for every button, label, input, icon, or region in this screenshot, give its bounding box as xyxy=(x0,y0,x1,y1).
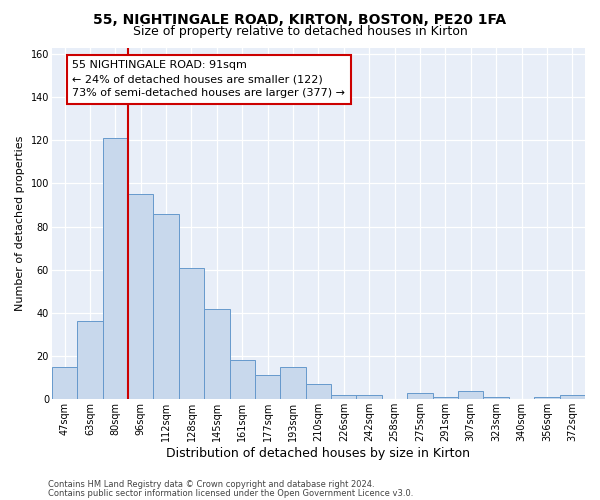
Text: Size of property relative to detached houses in Kirton: Size of property relative to detached ho… xyxy=(133,25,467,38)
Bar xyxy=(103,138,128,399)
Text: Contains HM Land Registry data © Crown copyright and database right 2024.: Contains HM Land Registry data © Crown c… xyxy=(48,480,374,489)
Bar xyxy=(458,390,484,399)
X-axis label: Distribution of detached houses by size in Kirton: Distribution of detached houses by size … xyxy=(166,447,470,460)
Y-axis label: Number of detached properties: Number of detached properties xyxy=(15,136,25,311)
Text: 55, NIGHTINGALE ROAD, KIRTON, BOSTON, PE20 1FA: 55, NIGHTINGALE ROAD, KIRTON, BOSTON, PE… xyxy=(94,12,506,26)
Bar xyxy=(179,268,204,399)
Bar xyxy=(484,397,509,399)
Bar xyxy=(255,376,280,399)
Bar xyxy=(534,397,560,399)
Bar xyxy=(280,367,306,399)
Text: 55 NIGHTINGALE ROAD: 91sqm
← 24% of detached houses are smaller (122)
73% of sem: 55 NIGHTINGALE ROAD: 91sqm ← 24% of deta… xyxy=(72,60,345,98)
Bar xyxy=(560,395,585,399)
Bar xyxy=(356,395,382,399)
Bar xyxy=(230,360,255,399)
Bar xyxy=(128,194,154,399)
Bar xyxy=(407,392,433,399)
Bar xyxy=(77,322,103,399)
Bar xyxy=(306,384,331,399)
Bar xyxy=(433,397,458,399)
Bar xyxy=(331,395,356,399)
Bar xyxy=(204,308,230,399)
Bar xyxy=(52,367,77,399)
Bar xyxy=(154,214,179,399)
Text: Contains public sector information licensed under the Open Government Licence v3: Contains public sector information licen… xyxy=(48,488,413,498)
